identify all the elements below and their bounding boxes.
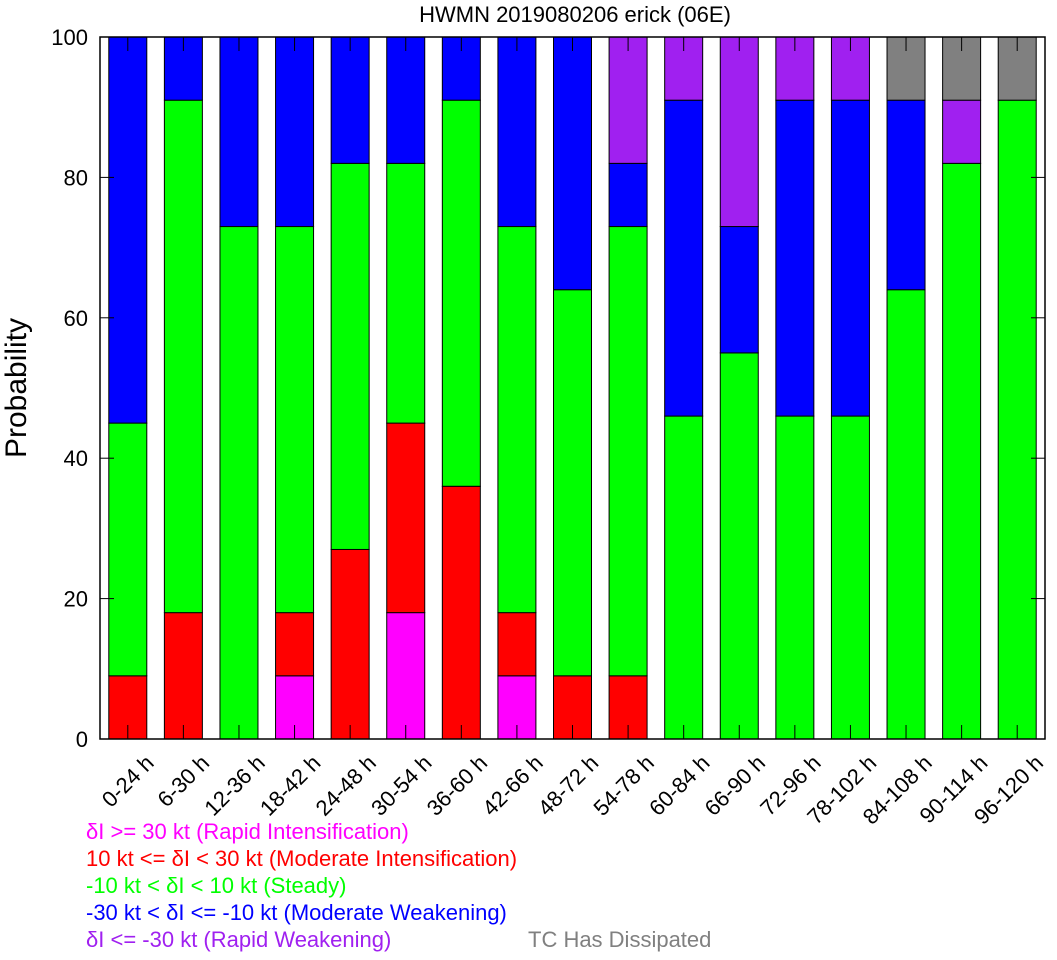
y-tick-label-40: 40 — [64, 446, 88, 471]
bar-segment-10-2 — [664, 415, 704, 740]
bar-segment-3-2 — [275, 226, 315, 614]
bar-segment-7-1 — [497, 612, 537, 677]
bar-segment-15-2 — [942, 162, 982, 740]
bar-segment-15-4 — [942, 99, 982, 164]
bar-segment-6-2 — [441, 99, 481, 487]
bar-segment-3-1 — [275, 612, 315, 677]
bar-segment-8-3 — [553, 36, 592, 291]
bar-segment-0-3 — [108, 36, 148, 424]
bar-segment-9-4 — [608, 36, 648, 164]
bar-segment-6-1 — [441, 485, 481, 740]
bars-group — [108, 36, 1037, 740]
x-tick-label-2: 12-36 h — [199, 750, 269, 820]
bar-segment-4-3 — [330, 36, 370, 164]
bar-segment-2-2 — [219, 226, 259, 740]
legend-steady: -10 kt < δI < 10 kt (Steady) — [86, 873, 347, 898]
legend-rapid-weakening: δI <= -30 kt (Rapid Weakening) — [86, 927, 392, 952]
bar-segment-5-2 — [386, 162, 426, 424]
legend: δI >= 30 kt (Rapid Intensification) 10 k… — [86, 818, 711, 953]
y-tick-label-20: 20 — [64, 587, 88, 612]
bar-segment-12-2 — [775, 415, 815, 740]
bar-segment-9-2 — [608, 226, 648, 677]
legend-moderate-intensification: 10 kt <= δI < 30 kt (Moderate Intensific… — [86, 846, 518, 871]
bar-segment-10-3 — [664, 99, 704, 417]
x-tick-label-0: 0-24 h — [97, 750, 159, 812]
bar-segment-11-2 — [719, 352, 759, 740]
bar-segment-7-3 — [497, 36, 537, 228]
bar-segment-4-1 — [330, 548, 370, 740]
x-tick-label-10: 60-84 h — [644, 750, 714, 820]
y-tick-label-60: 60 — [64, 306, 88, 331]
bar-segment-8-2 — [553, 289, 592, 677]
y-axis-label: Probability — [0, 318, 33, 458]
bar-segment-9-3 — [608, 162, 648, 228]
bar-segment-16-2 — [997, 99, 1037, 740]
bar-segment-11-4 — [719, 36, 759, 228]
bar-segment-12-4 — [775, 36, 815, 101]
bar-segment-5-1 — [386, 422, 426, 614]
bar-segment-6-3 — [441, 36, 481, 101]
x-tick-label-3: 18-42 h — [255, 750, 325, 820]
bar-segment-3-3 — [275, 36, 315, 228]
bar-segment-0-2 — [108, 422, 148, 677]
chart-title: HWMN 2019080206 erick (06E) — [419, 2, 731, 27]
y-tick-label-0: 0 — [76, 727, 88, 752]
legend-moderate-weakening: -30 kt < δI <= -10 kt (Moderate Weakenin… — [86, 900, 507, 925]
bar-segment-14-3 — [886, 99, 926, 291]
x-tick-label-7: 42-66 h — [477, 750, 547, 820]
bar-segment-13-3 — [830, 99, 870, 417]
bar-segment-5-0 — [386, 612, 426, 740]
bar-segment-4-2 — [330, 162, 370, 550]
bar-segment-14-2 — [886, 289, 926, 740]
y-tick-label-80: 80 — [64, 165, 88, 190]
x-tick-label-4: 24-48 h — [311, 750, 381, 820]
bar-segment-2-3 — [219, 36, 259, 228]
bar-segment-1-2 — [163, 99, 203, 614]
x-tick-label-5: 30-54 h — [366, 750, 436, 820]
legend-rapid-intensification: δI >= 30 kt (Rapid Intensification) — [86, 819, 409, 844]
x-tick-label-9: 54-78 h — [588, 750, 658, 820]
bar-segment-12-3 — [775, 99, 815, 417]
x-tick-label-11: 66-90 h — [700, 750, 770, 820]
bar-segment-16-5 — [997, 36, 1037, 101]
bar-segment-1-1 — [163, 612, 203, 740]
x-tick-label-6: 36-60 h — [422, 750, 492, 820]
y-tick-label-100: 100 — [51, 25, 88, 50]
bar-segment-5-3 — [386, 36, 426, 164]
x-tick-label-8: 48-72 h — [533, 750, 603, 820]
legend-dissipated: TC Has Dissipated — [528, 927, 712, 952]
bar-segment-7-2 — [497, 226, 537, 614]
bar-segment-13-2 — [830, 415, 870, 740]
bar-segment-11-3 — [719, 226, 759, 354]
y-axis: 0 20 40 60 80 100 — [51, 25, 1045, 752]
